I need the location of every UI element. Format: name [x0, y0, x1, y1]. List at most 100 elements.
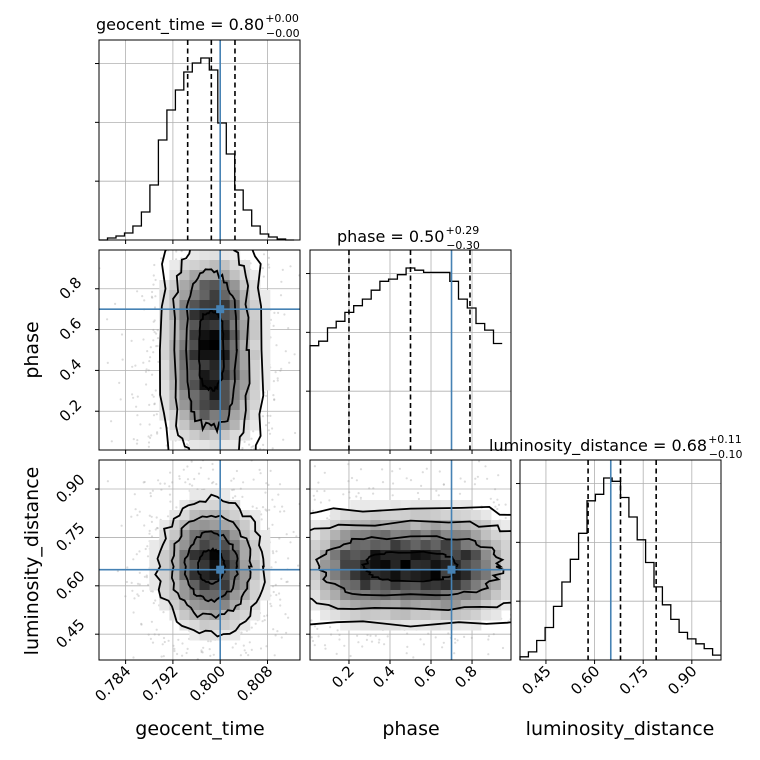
- density-cell: [259, 570, 271, 581]
- sample-point: [262, 443, 265, 446]
- density-cell: [219, 620, 231, 631]
- density-cell: [179, 300, 190, 311]
- density-cell: [430, 620, 442, 631]
- sample-point: [265, 645, 268, 648]
- sample-point: [285, 631, 288, 634]
- sample-point: [232, 477, 235, 480]
- sample-point: [280, 577, 283, 581]
- sample-point: [310, 636, 313, 639]
- sample-point: [147, 583, 150, 586]
- density-cell: [360, 530, 371, 541]
- panel-2d-geocent-time-luminosity-distance: [95, 438, 301, 664]
- sample-point: [177, 638, 180, 641]
- sample-point: [148, 360, 151, 363]
- sample-point: [323, 471, 326, 474]
- density-cell: [330, 560, 341, 571]
- sample-point: [442, 483, 445, 486]
- sample-point: [263, 615, 266, 618]
- sample-point: [280, 636, 283, 639]
- density-cell: [199, 290, 211, 301]
- density-cell: [239, 290, 251, 301]
- density-cell: [380, 570, 391, 581]
- density-cell: [209, 400, 221, 411]
- sample-point: [272, 324, 275, 327]
- density-cell: [360, 610, 371, 621]
- sample-point: [254, 438, 256, 440]
- density-cell: [239, 350, 251, 361]
- density-cell: [440, 510, 452, 521]
- sample-point: [446, 678, 448, 680]
- density-cell: [219, 250, 231, 261]
- sample-point: [507, 663, 509, 665]
- sample-point: [261, 267, 264, 270]
- y-tick-label: 0.60: [52, 567, 88, 603]
- density-cell: [239, 420, 251, 431]
- density-cell: [169, 570, 180, 581]
- sample-point: [149, 346, 152, 349]
- density-cell: [350, 600, 361, 611]
- sample-point: [280, 280, 283, 283]
- sample-point: [397, 686, 399, 688]
- sample-point: [136, 290, 139, 293]
- sample-point: [317, 635, 320, 638]
- density-cell: [490, 540, 502, 551]
- xlabel-phase: phase: [382, 718, 439, 740]
- sample-point: [155, 345, 158, 348]
- sample-point: [255, 507, 258, 510]
- density-cell: [470, 550, 482, 561]
- density-cell: [169, 280, 180, 291]
- density-cell: [219, 290, 231, 301]
- density-cell: [370, 610, 381, 621]
- sample-point: [271, 447, 274, 450]
- sample-point: [456, 639, 459, 642]
- sample-point: [163, 482, 166, 485]
- sample-point: [252, 478, 255, 481]
- sample-point: [106, 480, 109, 483]
- sample-point: [250, 437, 253, 440]
- density-cell: [219, 380, 231, 391]
- sample-point: [273, 505, 276, 508]
- sample-point: [492, 501, 495, 504]
- sample-point: [172, 644, 175, 647]
- density-cell: [249, 360, 261, 371]
- density-cell: [340, 570, 351, 581]
- sample-point: [150, 434, 153, 437]
- x-tick-label: 0.4: [369, 662, 399, 692]
- sample-point: [145, 574, 148, 577]
- density-cell: [179, 320, 190, 331]
- y-tick-label: 0.6: [56, 314, 86, 344]
- sample-point: [136, 582, 140, 585]
- density-cell: [229, 250, 241, 261]
- density-cell: [229, 600, 241, 611]
- sample-point: [153, 403, 156, 406]
- density-cell: [330, 530, 341, 541]
- sample-point: [156, 527, 159, 530]
- sample-point: [269, 414, 272, 417]
- sample-point: [199, 466, 202, 469]
- density-cell: [500, 580, 511, 591]
- density-cell: [169, 290, 180, 301]
- sample-point: [287, 327, 290, 330]
- density-cell: [179, 500, 190, 511]
- sample-point: [150, 590, 153, 593]
- sample-point: [356, 634, 359, 637]
- density-cell: [400, 540, 411, 551]
- sample-point: [271, 550, 274, 553]
- panel-frame: [519, 459, 722, 661]
- density-cell: [199, 550, 211, 561]
- density-cell: [340, 560, 351, 571]
- sample-point: [133, 493, 136, 496]
- sample-point: [272, 394, 275, 397]
- x-tick-label: 0.75: [616, 662, 652, 698]
- density-cell: [390, 560, 401, 571]
- sample-point: [243, 649, 246, 652]
- sample-point: [149, 356, 152, 359]
- truth-marker: [216, 305, 225, 314]
- density-cell: [490, 610, 502, 621]
- contour-level-0: [360, 550, 460, 583]
- density-cell: [179, 410, 190, 421]
- density-cell: [209, 260, 221, 271]
- density-cell: [380, 540, 391, 551]
- sample-point: [178, 475, 181, 478]
- density-cell: [209, 620, 221, 631]
